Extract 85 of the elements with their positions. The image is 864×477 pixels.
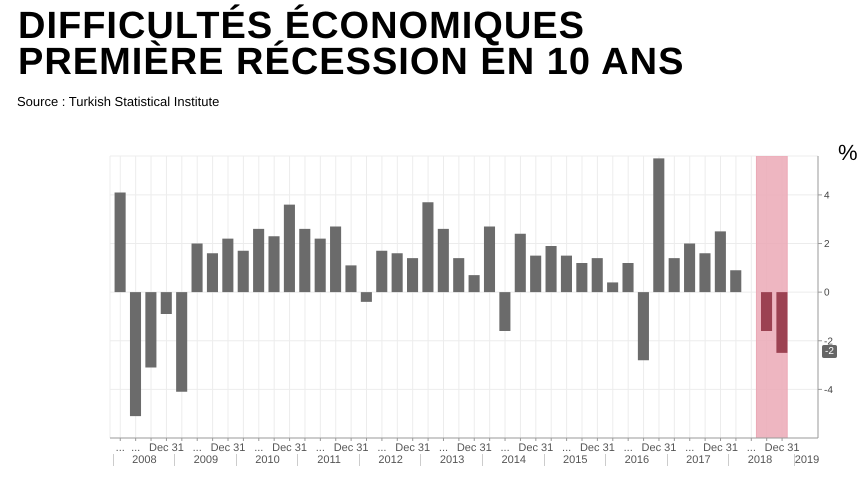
x-tick-label: Dec 31 [272,442,307,454]
y-axis-title: % [838,140,858,166]
bar [114,192,126,292]
text: 2017 [666,454,730,466]
x-tick-label: ... [116,442,125,454]
bar [145,292,156,368]
bar [530,256,542,292]
bar [607,282,618,292]
source-note: Source : Turkish Statistical Institute [17,94,220,109]
bar [376,250,388,292]
bar [222,238,234,292]
bar [253,228,264,292]
y-tick-label: -2 [824,336,834,348]
x-tick-label: Dec 31 [518,442,554,454]
bar [422,202,434,292]
x-tick-label: ... [685,442,694,454]
x-tick-label: Dec 31 [334,442,369,454]
text: 2014 [482,454,545,466]
bar [314,238,326,292]
bar [761,292,772,332]
x-tick-label: Dec 31 [210,442,246,454]
text: 2011 [297,454,360,466]
x-tick-label: Dec 31 [764,442,800,454]
x-tick-label: ... [377,442,386,454]
text: 2013 [420,454,483,466]
text: 2015 [544,454,606,466]
x-tick-label: ... [746,442,756,454]
bar [299,228,310,292]
bar [514,234,526,292]
x-tick-label: Dec 31 [395,442,430,454]
bar [130,292,142,416]
bar [546,246,557,292]
bar [684,244,696,292]
x-tick-label: ... [192,442,202,454]
x-tick-label: ... [131,442,140,454]
y-tick-label: -4 [824,384,834,396]
bar [592,258,603,292]
text: 2018 [728,454,791,466]
bar [206,253,218,292]
bar [668,258,680,292]
bar [176,292,188,392]
bar [438,228,449,292]
bar [330,226,342,292]
bar [268,236,280,292]
bar [468,275,480,292]
x-tick-label: ... [562,442,572,454]
y-tick-label: 2 [824,239,830,250]
x-tick-label: ... [254,442,264,454]
bar [730,270,742,292]
bar [622,262,634,292]
x-tick-label: Dec 31 [580,442,615,454]
bar [238,250,249,292]
text: 2016 [605,454,668,466]
bar [360,292,372,302]
bar [560,256,572,292]
bar [638,292,649,360]
x-tick-label: Dec 31 [703,442,738,454]
text: 2010 [236,454,298,466]
text: 2008 [112,454,176,466]
bar [284,204,295,292]
x-tick-label: ... [438,442,448,454]
bar [653,158,664,292]
y-tick-label: 4 [824,190,830,202]
bar [392,253,403,292]
bar [484,226,496,292]
text: 2019 [794,454,835,466]
bar [714,231,726,292]
bar [699,253,711,292]
bar [345,265,357,292]
x-tick-label: ... [624,442,633,454]
bar [776,292,788,353]
bar [576,262,588,292]
bar [499,292,510,332]
y-tick-label: 0 [824,288,830,299]
bar [192,244,203,292]
bar [407,258,418,292]
x-tick-label: Dec 31 [642,442,676,454]
text: 2009 [174,454,237,466]
x-tick-label: ... [316,442,325,454]
x-tick-label: Dec 31 [149,442,184,454]
text: 2012 [358,454,422,466]
bar [453,258,464,292]
x-tick-label: Dec 31 [456,442,492,454]
bar [160,292,172,314]
x-tick-label: ... [500,442,510,454]
